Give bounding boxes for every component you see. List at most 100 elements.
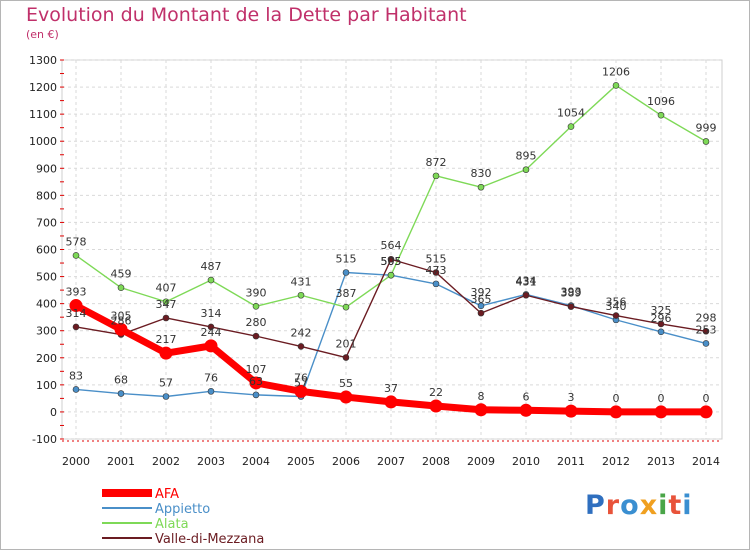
- data-point: [249, 376, 263, 390]
- y-tick-label: 200: [36, 352, 57, 365]
- y-tick-label: 1200: [29, 81, 57, 94]
- data-point: [342, 354, 350, 361]
- data-label: 63: [249, 375, 263, 388]
- y-tick-label: 100: [36, 379, 57, 392]
- proxiti-logo: Proxiti: [585, 490, 693, 521]
- y-tick-label: 1300: [29, 54, 57, 67]
- x-tick-label: 2012: [602, 455, 630, 468]
- y-tick-label: 900: [36, 162, 57, 175]
- data-label: 1096: [647, 95, 675, 108]
- data-point: [387, 271, 395, 279]
- data-label: 280: [246, 316, 267, 329]
- data-point: [72, 323, 80, 331]
- data-point: [297, 291, 305, 299]
- data-label: 296: [651, 312, 672, 325]
- data-label: 459: [111, 268, 132, 281]
- x-tick-label: 2010: [512, 455, 540, 468]
- data-point: [657, 328, 665, 336]
- x-tick-label: 2011: [557, 455, 585, 468]
- data-label: 407: [156, 282, 177, 295]
- x-axis: 2000 2001 2002 2003 2004 2005 2006 2007 2008 2009…: [62, 440, 722, 468]
- data-point: [477, 302, 485, 310]
- data-point: [654, 405, 668, 419]
- data-label: 387: [336, 287, 357, 300]
- data-point: [567, 123, 575, 130]
- data-point: [612, 82, 620, 89]
- data-point: [69, 299, 83, 313]
- data-label: 347: [156, 298, 177, 311]
- data-label: 578: [66, 235, 87, 248]
- data-label: 393: [561, 286, 582, 299]
- data-label: 83: [69, 369, 83, 382]
- data-label: 0: [658, 392, 665, 405]
- data-label: 76: [204, 371, 218, 384]
- data-labels: 5784594074873904313875058728308951054120…: [66, 65, 717, 404]
- data-label: 57: [294, 376, 308, 389]
- data-point: [207, 323, 215, 331]
- x-tick-label: 2001: [107, 455, 135, 468]
- chart-title: Evolution du Montant de la Dette par Hab…: [26, 4, 467, 26]
- data-label: 0: [613, 392, 620, 405]
- data-point: [162, 314, 170, 322]
- data-label: 340: [606, 300, 627, 313]
- y-tick-label: 400: [36, 298, 57, 311]
- data-label: 8: [478, 390, 485, 403]
- y-tick-label: 1000: [29, 135, 57, 148]
- data-label: 431: [291, 275, 312, 288]
- data-label: 564: [381, 239, 402, 252]
- data-label: 505: [381, 255, 402, 268]
- x-tick-label: 2013: [647, 455, 675, 468]
- data-point: [432, 280, 440, 288]
- y-tick-label: 700: [36, 216, 57, 229]
- data-point: [564, 404, 578, 418]
- y-tick-label: 500: [36, 271, 57, 284]
- data-label: 201: [336, 338, 357, 351]
- data-label: 244: [201, 326, 222, 339]
- data-label: 434: [516, 274, 537, 287]
- data-label: 22: [429, 386, 443, 399]
- data-label: 314: [66, 307, 87, 320]
- data-label: 253: [696, 323, 717, 336]
- data-point: [657, 111, 665, 119]
- data-point: [702, 340, 710, 347]
- data-label: 392: [471, 286, 492, 299]
- data-label: 473: [426, 264, 447, 277]
- data-point: [522, 291, 530, 299]
- data-label: 242: [291, 326, 312, 339]
- data-label: 1054: [557, 107, 585, 120]
- data-point: [657, 320, 665, 328]
- data-point: [162, 393, 170, 400]
- data-label: 393: [66, 286, 87, 299]
- data-label: 431: [516, 275, 537, 288]
- data-label: 3: [568, 391, 575, 404]
- y-axis: -100 0 100 200 300 400 500 600 700 800 900 1000 1100…: [29, 54, 64, 446]
- data-point: [384, 395, 398, 409]
- data-label: 217: [156, 333, 177, 346]
- data-label: 487: [201, 260, 222, 273]
- data-label: 0: [703, 392, 710, 405]
- data-point: [72, 252, 80, 259]
- data-label: 76: [294, 371, 308, 384]
- x-tick-label: 2000: [62, 455, 90, 468]
- data-point: [477, 309, 485, 317]
- legend-entry-alata: Alata: [155, 517, 189, 532]
- data-point: [612, 312, 620, 319]
- series-points: [69, 82, 713, 419]
- data-label: 37: [384, 382, 398, 395]
- x-tick-label: 2014: [692, 455, 720, 468]
- data-point: [72, 386, 80, 393]
- data-label: 356: [606, 296, 627, 309]
- legend-entry-valle-di-mezzana: Valle-di-Mezzana: [155, 532, 264, 547]
- x-tick-label: 2003: [197, 455, 225, 468]
- y-tick-label: 600: [36, 244, 57, 257]
- x-tick-label: 2007: [377, 455, 405, 468]
- data-label: 365: [471, 293, 492, 306]
- data-label: 325: [651, 304, 672, 317]
- data-label: 390: [246, 286, 267, 299]
- data-label: 1206: [602, 65, 630, 78]
- data-label: 515: [336, 253, 357, 266]
- x-tick-label: 2002: [152, 455, 180, 468]
- data-point: [252, 391, 260, 399]
- data-label: 314: [201, 307, 222, 320]
